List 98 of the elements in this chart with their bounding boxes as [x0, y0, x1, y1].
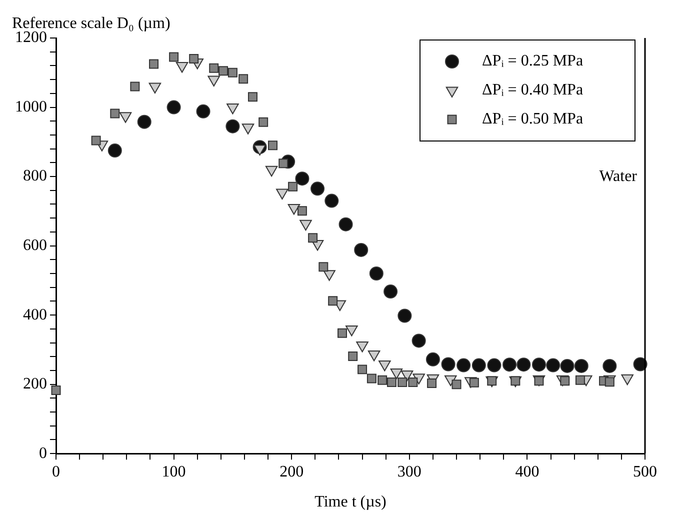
point — [338, 217, 353, 232]
point — [130, 82, 140, 92]
point — [268, 140, 278, 150]
point — [546, 358, 560, 372]
point — [110, 108, 120, 118]
point — [516, 358, 531, 372]
point — [209, 63, 219, 73]
point — [300, 220, 312, 231]
point — [176, 62, 188, 73]
point — [318, 262, 328, 272]
legend-label: ΔPᵢ = 0.40 MPa — [482, 82, 584, 99]
point — [390, 368, 403, 380]
point — [119, 112, 132, 123]
point — [602, 358, 617, 373]
point — [169, 52, 179, 62]
point — [258, 117, 268, 127]
y-tick-label: 200 — [23, 376, 47, 393]
point — [226, 104, 239, 114]
point — [338, 328, 347, 338]
point — [288, 182, 298, 192]
point — [441, 357, 456, 372]
y-tick-label: 600 — [23, 237, 47, 254]
point — [288, 204, 300, 215]
point — [148, 82, 162, 94]
point — [575, 375, 585, 385]
point — [328, 296, 338, 306]
point — [621, 374, 634, 386]
point — [297, 206, 307, 216]
point — [412, 334, 426, 348]
point — [242, 124, 254, 134]
point — [166, 100, 181, 114]
point — [323, 270, 336, 281]
point — [254, 144, 266, 156]
point — [366, 374, 376, 384]
point — [276, 188, 288, 200]
point — [51, 385, 61, 395]
point — [378, 360, 391, 372]
x-tick-label: 400 — [515, 463, 540, 480]
y-tick-label: 0 — [39, 444, 47, 462]
point — [108, 144, 122, 158]
point — [574, 358, 588, 373]
y-tick-label: 400 — [23, 306, 47, 324]
point — [502, 358, 517, 372]
y-tick-label: 1200 — [15, 29, 47, 46]
point — [472, 358, 486, 372]
point — [358, 364, 368, 374]
point — [444, 375, 457, 386]
point — [368, 350, 380, 362]
point — [408, 378, 418, 387]
point — [369, 266, 384, 281]
point — [427, 378, 437, 388]
point — [412, 374, 425, 384]
point — [532, 358, 546, 372]
point — [348, 352, 358, 362]
point — [400, 370, 414, 382]
point — [386, 378, 396, 387]
x-tick-label: 200 — [280, 463, 304, 480]
point — [560, 376, 570, 386]
legend-label: ΔPᵢ = 0.50 MPa — [482, 110, 584, 128]
point — [354, 242, 368, 257]
point — [378, 375, 388, 385]
x-tick-label: 100 — [162, 463, 186, 480]
point — [356, 341, 368, 352]
point — [398, 378, 408, 387]
annotation: Water — [599, 168, 638, 186]
x-axis-title: Time t (µs) — [314, 494, 386, 511]
point — [208, 76, 220, 87]
point — [226, 119, 240, 134]
point — [324, 194, 339, 208]
point — [295, 172, 310, 186]
point — [228, 68, 238, 78]
point — [398, 308, 412, 323]
point — [137, 114, 152, 129]
point — [310, 182, 325, 196]
point — [149, 59, 159, 69]
x-tick-label: 500 — [633, 463, 657, 480]
point — [452, 380, 462, 390]
point — [426, 352, 440, 366]
point — [196, 104, 210, 118]
point — [633, 357, 648, 372]
point — [456, 358, 471, 372]
legend-label: ΔPᵢ = 0.25 MPa — [482, 52, 584, 70]
point — [248, 92, 258, 102]
y-tick-label: 800 — [23, 168, 47, 185]
point — [487, 358, 502, 372]
point — [384, 284, 398, 299]
x-tick-label: 0 — [52, 463, 60, 480]
point — [238, 74, 248, 84]
point — [265, 166, 278, 177]
point — [560, 358, 574, 373]
point — [91, 136, 101, 146]
y-axis-title: Reference scale D₀ (µm) — [12, 15, 170, 32]
y-tick-label: 1000 — [15, 98, 47, 116]
point — [218, 66, 228, 76]
x-tick-label: 300 — [397, 463, 422, 480]
point — [189, 54, 199, 64]
point — [346, 326, 358, 336]
point — [308, 233, 318, 243]
